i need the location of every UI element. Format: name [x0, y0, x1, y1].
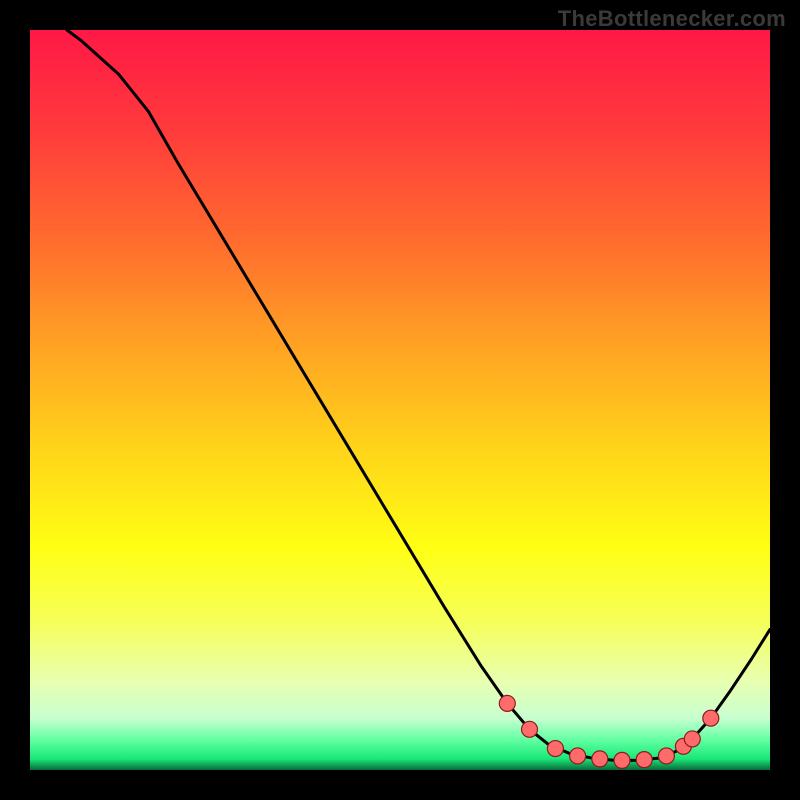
curve-marker: [592, 751, 608, 767]
watermark-text: TheBottlenecker.com: [558, 6, 786, 32]
curve-marker: [684, 731, 700, 747]
curve-marker: [547, 741, 563, 757]
curve-marker: [522, 721, 538, 737]
plot-area: [30, 30, 770, 770]
curve-marker: [499, 695, 515, 711]
bottleneck-chart: TheBottlenecker.com: [0, 0, 800, 800]
curve-marker: [614, 752, 630, 768]
curve-marker: [570, 748, 586, 764]
chart-svg: [0, 0, 800, 800]
curve-marker: [658, 748, 674, 764]
curve-marker: [703, 710, 719, 726]
curve-marker: [636, 752, 652, 768]
